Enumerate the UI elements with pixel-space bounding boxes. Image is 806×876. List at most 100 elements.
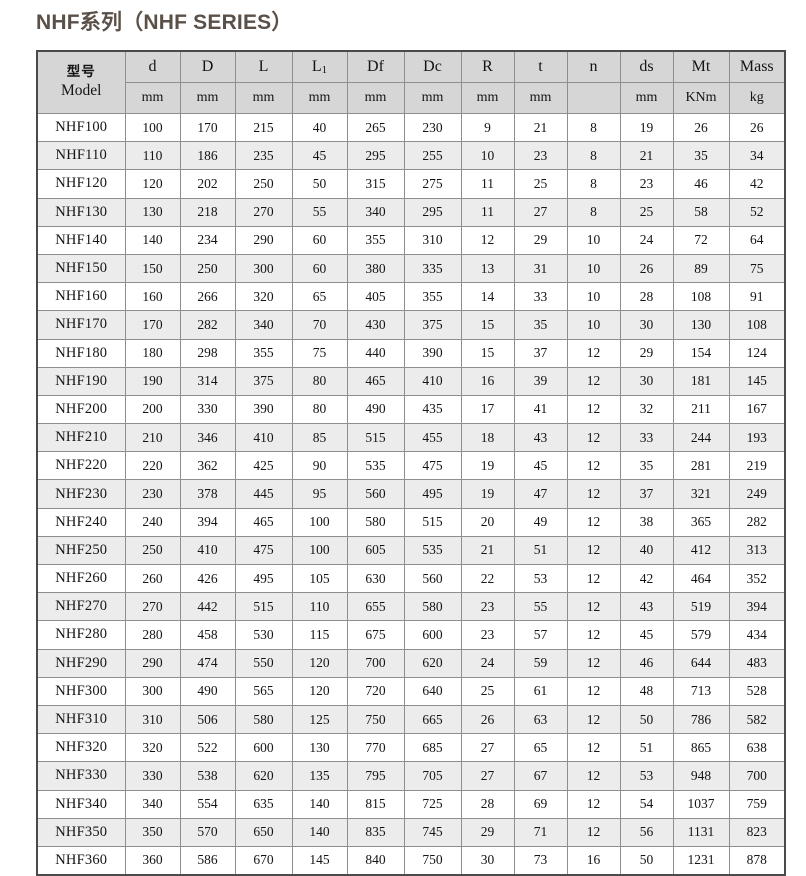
- cell-D: 426: [179, 563, 236, 594]
- cell-d: 180: [124, 338, 181, 368]
- cell-Mass: 282: [728, 507, 786, 537]
- cell-L: 445: [234, 479, 293, 509]
- cell-Mt: 1231: [672, 845, 730, 876]
- cell-t: 45: [513, 451, 568, 481]
- cell-Mass: 52: [728, 197, 786, 227]
- cell-ds: 23: [619, 169, 674, 199]
- cell-D: 506: [179, 704, 236, 735]
- cell-ds: 30: [619, 366, 674, 396]
- cell-Mt: 1131: [672, 817, 730, 847]
- cell-t: 69: [513, 789, 568, 819]
- cell-Mass: 638: [728, 733, 786, 763]
- cell-L: 355: [234, 338, 293, 368]
- cell-L1: 40: [291, 112, 348, 143]
- cell-ds: 19: [619, 112, 674, 143]
- cell-L1: 140: [291, 789, 348, 819]
- cell-Mt: 464: [672, 563, 730, 594]
- cell-ds: 33: [619, 423, 674, 453]
- cell-L1: 90: [291, 451, 348, 481]
- cell-R: 29: [460, 817, 515, 847]
- cell-d: 330: [124, 761, 181, 791]
- cell-n: 12: [566, 704, 621, 735]
- cell-L1: 105: [291, 563, 348, 594]
- table-row: NHF240 240 394 465 100 580 515 20 49 12 38 365 282: [36, 507, 786, 537]
- cell-ds: 40: [619, 535, 674, 566]
- cell-L: 600: [234, 733, 293, 763]
- cell-model: NHF140: [36, 225, 126, 255]
- cell-Dc: 455: [403, 423, 462, 453]
- cell-L1: 70: [291, 310, 348, 340]
- cell-R: 11: [460, 197, 515, 227]
- cell-model: NHF200: [36, 394, 126, 425]
- cell-d: 230: [124, 479, 181, 509]
- cell-t: 59: [513, 648, 568, 678]
- cell-model: NHF240: [36, 507, 126, 537]
- cell-L1: 80: [291, 366, 348, 396]
- cell-Df: 795: [346, 761, 405, 791]
- cell-Mass: 759: [728, 789, 786, 819]
- cell-model: NHF120: [36, 169, 126, 199]
- header-unit-t: mm: [513, 82, 568, 114]
- cell-t: 51: [513, 535, 568, 566]
- table-row: NHF190 190 314 375 80 465 410 16 39 12 30 181 145: [36, 366, 786, 396]
- cell-ds: 43: [619, 592, 674, 622]
- cell-Df: 840: [346, 845, 405, 876]
- cell-Df: 515: [346, 423, 405, 453]
- cell-Mass: 582: [728, 704, 786, 735]
- cell-model: NHF190: [36, 366, 126, 396]
- table-body: NHF100 100 170 215 40 265 230 9 21 8 19 26 26 NHF110 1…: [36, 112, 786, 876]
- cell-n: 12: [566, 451, 621, 481]
- cell-n: 12: [566, 507, 621, 537]
- cell-t: 41: [513, 394, 568, 425]
- cell-Mt: 865: [672, 733, 730, 763]
- cell-ds: 42: [619, 563, 674, 594]
- cell-model: NHF280: [36, 620, 126, 650]
- cell-L: 250: [234, 169, 293, 199]
- cell-Mass: 108: [728, 310, 786, 340]
- cell-Mt: 58: [672, 197, 730, 227]
- cell-model: NHF150: [36, 253, 126, 284]
- cell-n: 12: [566, 817, 621, 847]
- cell-n: 10: [566, 253, 621, 284]
- cell-t: 49: [513, 507, 568, 537]
- cell-ds: 30: [619, 310, 674, 340]
- table-row: NHF330 330 538 620 135 795 705 27 67 12 53 948 700: [36, 761, 786, 791]
- cell-Dc: 390: [403, 338, 462, 368]
- cell-L: 340: [234, 310, 293, 340]
- cell-Dc: 310: [403, 225, 462, 255]
- cell-ds: 56: [619, 817, 674, 847]
- table-row: NHF250 250 410 475 100 605 535 21 51 12 40 412 313: [36, 535, 786, 566]
- cell-ds: 25: [619, 197, 674, 227]
- cell-Mass: 700: [728, 761, 786, 791]
- cell-R: 9: [460, 112, 515, 143]
- table-row: NHF360 360 586 670 145 840 750 30 73 16 50 1231 878: [36, 845, 786, 876]
- cell-ds: 37: [619, 479, 674, 509]
- cell-R: 20: [460, 507, 515, 537]
- cell-Mass: 75: [728, 253, 786, 284]
- cell-L1: 125: [291, 704, 348, 735]
- cell-R: 15: [460, 338, 515, 368]
- cell-n: 12: [566, 676, 621, 706]
- table-row: NHF180 180 298 355 75 440 390 15 37 12 29 154 124: [36, 338, 786, 368]
- cell-n: 12: [566, 648, 621, 678]
- cell-L: 635: [234, 789, 293, 819]
- cell-Mt: 108: [672, 282, 730, 312]
- cell-model: NHF320: [36, 733, 126, 763]
- cell-L1: 115: [291, 620, 348, 650]
- cell-Dc: 600: [403, 620, 462, 650]
- cell-D: 554: [179, 789, 236, 819]
- cell-L1: 100: [291, 535, 348, 566]
- cell-D: 538: [179, 761, 236, 791]
- cell-n: 12: [566, 789, 621, 819]
- cell-Mass: 313: [728, 535, 786, 566]
- cell-ds: 50: [619, 704, 674, 735]
- cell-Dc: 355: [403, 282, 462, 312]
- cell-Mass: 91: [728, 282, 786, 312]
- cell-Mt: 321: [672, 479, 730, 509]
- cell-Mass: 823: [728, 817, 786, 847]
- header-symbol-D: D: [179, 50, 236, 83]
- header-symbol-R: R: [460, 50, 515, 83]
- header-unit-Mass: kg: [728, 82, 786, 114]
- cell-ds: 24: [619, 225, 674, 255]
- cell-R: 10: [460, 141, 515, 171]
